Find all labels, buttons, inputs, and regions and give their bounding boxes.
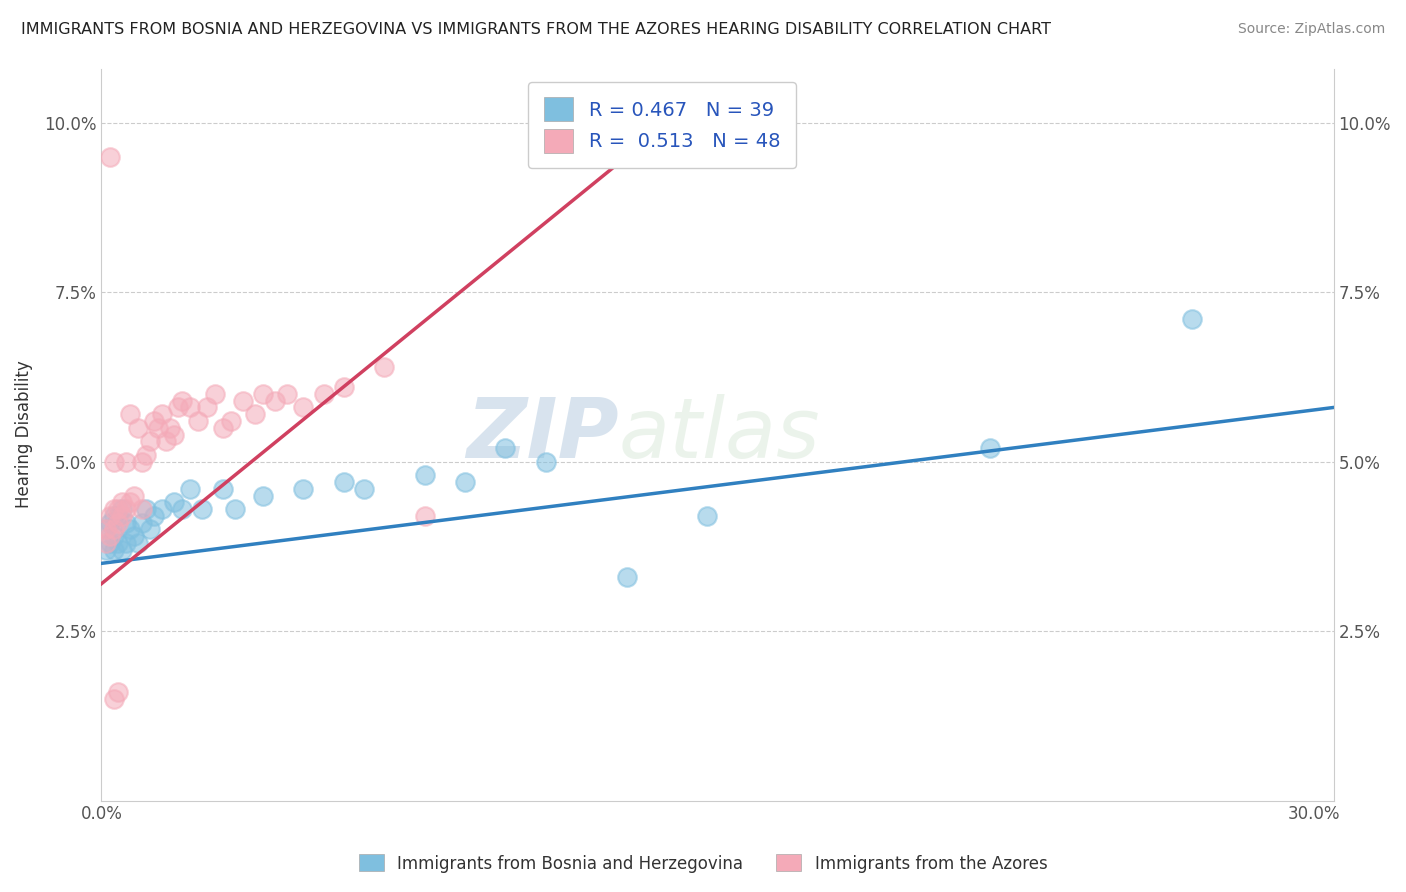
Point: [114, 536, 136, 550]
Point: [118, 495, 141, 509]
Point: [114, 502, 136, 516]
Point: [103, 529, 125, 543]
Point: [103, 508, 125, 523]
Point: [163, 427, 186, 442]
Legend: Immigrants from Bosnia and Herzegovina, Immigrants from the Azores: Immigrants from Bosnia and Herzegovina, …: [352, 847, 1054, 880]
Point: [696, 508, 718, 523]
Point: [204, 387, 226, 401]
Point: [98, 536, 121, 550]
Point: [172, 502, 194, 516]
Point: [111, 502, 134, 516]
Point: [118, 523, 141, 537]
Point: [167, 401, 190, 415]
Point: [103, 692, 125, 706]
Point: [111, 542, 134, 557]
Point: [114, 516, 136, 530]
Point: [103, 502, 125, 516]
Point: [98, 508, 121, 523]
Point: [172, 393, 194, 408]
Point: [264, 393, 287, 408]
Point: [127, 536, 149, 550]
Text: IMMIGRANTS FROM BOSNIA AND HERZEGOVINA VS IMMIGRANTS FROM THE AZORES HEARING DIS: IMMIGRANTS FROM BOSNIA AND HERZEGOVINA V…: [21, 22, 1052, 37]
Point: [103, 542, 125, 557]
Point: [292, 401, 315, 415]
Legend: R = 0.467   N = 39, R =  0.513   N = 48: R = 0.467 N = 39, R = 0.513 N = 48: [529, 82, 796, 169]
Point: [534, 455, 557, 469]
Point: [616, 570, 638, 584]
Point: [292, 482, 315, 496]
Point: [252, 387, 274, 401]
Point: [163, 495, 186, 509]
Point: [111, 495, 134, 509]
Point: [312, 387, 335, 401]
Point: [107, 536, 129, 550]
Y-axis label: Hearing Disability: Hearing Disability: [15, 360, 32, 508]
Point: [103, 523, 125, 537]
Point: [979, 441, 1001, 455]
Point: [131, 455, 153, 469]
Point: [224, 502, 246, 516]
Point: [107, 508, 129, 523]
Point: [143, 414, 166, 428]
Point: [94, 523, 117, 537]
Point: [155, 434, 177, 449]
Point: [159, 421, 181, 435]
Point: [373, 359, 395, 374]
Point: [232, 393, 254, 408]
Point: [135, 448, 157, 462]
Point: [139, 523, 162, 537]
Point: [111, 508, 134, 523]
Point: [103, 455, 125, 469]
Point: [333, 475, 356, 489]
Point: [107, 516, 129, 530]
Point: [495, 441, 517, 455]
Point: [94, 523, 117, 537]
Point: [135, 502, 157, 516]
Point: [1181, 312, 1204, 326]
Text: ZIP: ZIP: [467, 394, 619, 475]
Point: [179, 401, 201, 415]
Point: [139, 434, 162, 449]
Point: [413, 508, 436, 523]
Text: atlas: atlas: [619, 394, 821, 475]
Text: Source: ZipAtlas.com: Source: ZipAtlas.com: [1237, 22, 1385, 37]
Point: [98, 150, 121, 164]
Point: [211, 421, 233, 435]
Point: [243, 407, 266, 421]
Point: [118, 407, 141, 421]
Point: [94, 536, 117, 550]
Point: [150, 407, 173, 421]
Point: [150, 502, 173, 516]
Point: [219, 414, 242, 428]
Point: [107, 685, 129, 699]
Point: [187, 414, 209, 428]
Point: [211, 482, 233, 496]
Point: [98, 529, 121, 543]
Point: [107, 502, 129, 516]
Point: [179, 482, 201, 496]
Point: [276, 387, 298, 401]
Point: [333, 380, 356, 394]
Point: [454, 475, 477, 489]
Point: [94, 542, 117, 557]
Point: [252, 489, 274, 503]
Point: [195, 401, 218, 415]
Point: [98, 516, 121, 530]
Point: [127, 421, 149, 435]
Point: [146, 421, 169, 435]
Point: [413, 468, 436, 483]
Point: [114, 455, 136, 469]
Point: [143, 508, 166, 523]
Point: [122, 489, 145, 503]
Point: [122, 529, 145, 543]
Point: [131, 502, 153, 516]
Point: [131, 516, 153, 530]
Point: [353, 482, 375, 496]
Point: [191, 502, 214, 516]
